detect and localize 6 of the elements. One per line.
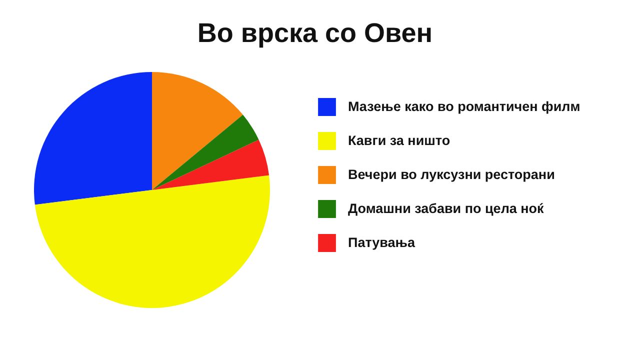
legend-label: Домашни забави по цела ноќ: [348, 201, 544, 216]
legend-label: Мазење како во романтичен филм: [348, 99, 580, 114]
legend-label: Патувања: [348, 235, 416, 250]
chart-title: Во врска со Овен: [197, 18, 433, 48]
legend-label: Вечери во луксузни ресторани: [348, 167, 555, 182]
legend-label: Кавги за ништо: [348, 133, 450, 148]
